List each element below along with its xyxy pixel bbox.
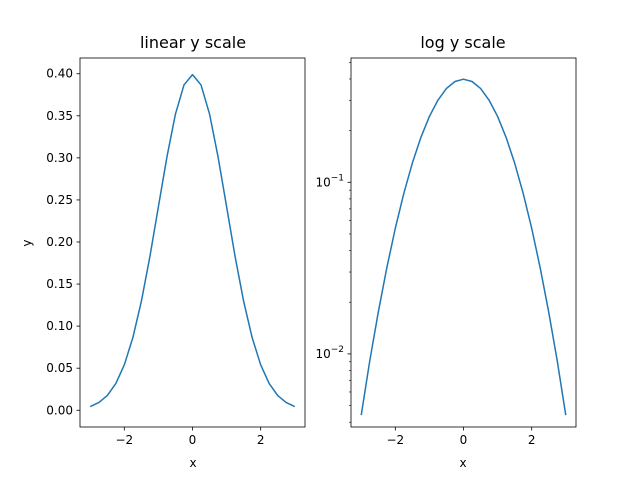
linear-chart-ylabel: y — [20, 239, 34, 246]
linear-y-tick-label-2: 0.10 — [46, 319, 73, 333]
linear-chart: linear y scale x y −2 0 2 0.00 0.05 0.10 0.15 0… — [20, 33, 306, 470]
log-x-tick-label-1: 0 — [460, 433, 468, 447]
log-chart-xlabel: x — [459, 456, 466, 470]
log-chart-title: log y scale — [420, 33, 505, 52]
linear-chart-xlabel: x — [189, 456, 196, 470]
linear-x-tick-label-2: 2 — [257, 433, 265, 447]
log-series-line-0 — [360, 78, 567, 416]
log-y-tick-label-0: 10−1 — [315, 173, 344, 189]
linear-y-tick-label-0: 0.00 — [46, 403, 73, 417]
linear-chart-title: linear y scale — [140, 33, 246, 52]
log-x-tick-label-2: 2 — [528, 433, 536, 447]
linear-x-tick-label-0: −2 — [115, 433, 133, 447]
linear-y-tick-label-3: 0.15 — [46, 277, 73, 291]
linear-x-tick-label-1: 0 — [189, 433, 197, 447]
linear-y-tick-label-5: 0.25 — [46, 193, 73, 207]
linear-series-line-0 — [89, 73, 296, 408]
linear-y-tick-label-1: 0.05 — [46, 361, 73, 375]
log-chart: log y scale x −2 0 2 10−1 10−2 — [315, 33, 577, 470]
linear-y-tick-label-4: 0.20 — [46, 235, 73, 249]
linear-y-tick-label-7: 0.35 — [46, 109, 73, 123]
log-x-tick-label-0: −2 — [386, 433, 404, 447]
log-y-tick-label-1: 10−2 — [315, 345, 344, 361]
linear-y-tick-label-6: 0.30 — [46, 151, 73, 165]
linear-y-tick-label-8: 0.40 — [46, 67, 73, 81]
